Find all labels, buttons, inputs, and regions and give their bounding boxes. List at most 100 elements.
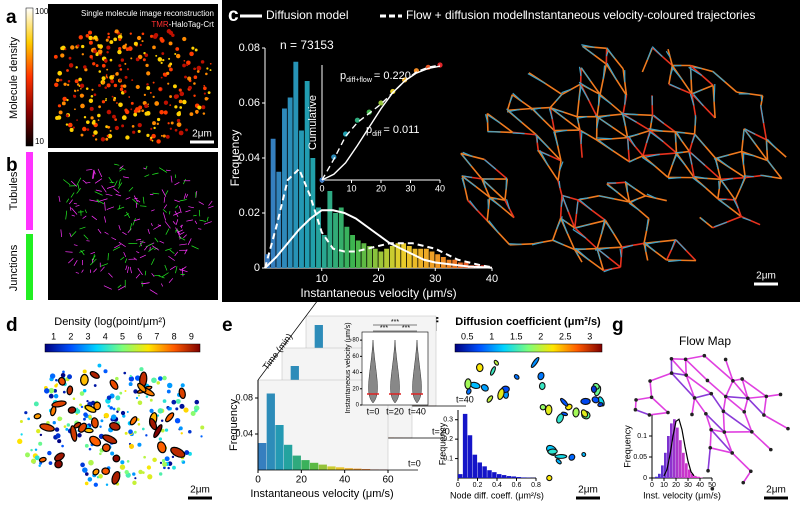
image-texture — [209, 62, 212, 65]
image-texture — [133, 41, 138, 46]
image-texture — [139, 240, 144, 247]
category-label: t=40 — [408, 406, 426, 416]
image-texture — [88, 447, 92, 451]
histogram-bar — [511, 476, 517, 478]
track-bar — [26, 234, 33, 300]
image-texture — [115, 395, 121, 401]
image-texture — [137, 423, 141, 426]
flow-node — [709, 391, 714, 396]
image-texture — [118, 178, 121, 186]
flow-node — [749, 429, 754, 434]
trajectory — [606, 62, 617, 80]
image-texture — [201, 105, 206, 110]
image-texture — [90, 251, 96, 255]
image-texture — [149, 289, 158, 295]
image-texture — [135, 396, 139, 400]
image-texture — [113, 188, 120, 194]
image-texture — [135, 238, 142, 241]
flow-node — [731, 378, 735, 383]
image-texture — [97, 363, 102, 368]
colorbar-tick-label: 4 — [103, 331, 108, 341]
image-texture — [163, 204, 168, 209]
flow-node — [723, 357, 728, 362]
flow-edge — [725, 395, 745, 413]
image-texture — [107, 404, 111, 408]
colorbar — [25, 7, 34, 147]
trajectory — [606, 184, 619, 194]
trajectory — [554, 129, 568, 133]
y-tick-label: 0.04 — [235, 428, 253, 438]
x-tick-label: 40 — [339, 475, 351, 486]
image-texture — [161, 52, 165, 55]
histogram-bar — [694, 475, 697, 478]
flow-edge — [651, 396, 669, 414]
flow-edge — [722, 410, 753, 433]
trajectory — [688, 152, 693, 165]
image-texture — [162, 134, 166, 138]
image-texture — [160, 38, 165, 43]
image-texture — [118, 285, 126, 291]
flow-node — [749, 469, 753, 474]
image-texture — [580, 409, 589, 418]
trajectory — [553, 131, 559, 146]
image-texture — [19, 420, 23, 423]
image-texture — [206, 216, 209, 222]
trajectory — [670, 239, 676, 251]
image-texture — [108, 176, 113, 184]
image-texture — [183, 234, 187, 239]
image-texture — [132, 472, 136, 476]
image-texture — [198, 209, 201, 217]
image-texture — [57, 70, 63, 76]
trajectory — [596, 94, 601, 117]
flow-node — [633, 407, 638, 412]
x-tick-label: 20 — [672, 482, 680, 489]
image-texture — [88, 40, 93, 45]
flow-edge — [724, 359, 734, 382]
image-texture — [77, 433, 82, 438]
trajectory — [606, 47, 616, 59]
flow-edge — [763, 414, 789, 430]
image-texture — [61, 101, 66, 106]
trajectory — [605, 221, 615, 235]
flow-node — [690, 412, 694, 417]
trajectory — [461, 177, 466, 189]
trajectory — [577, 116, 588, 119]
image-texture — [185, 194, 189, 198]
image-texture — [33, 413, 42, 420]
image-texture — [77, 422, 88, 433]
image-texture — [152, 121, 156, 126]
histogram-bar — [664, 452, 667, 478]
image-texture — [125, 47, 130, 51]
image-texture — [546, 474, 553, 482]
image-texture — [73, 94, 77, 98]
image-texture — [124, 390, 127, 393]
image-texture — [90, 258, 97, 266]
image-texture — [203, 86, 207, 91]
y-tick-label: 0.1 — [443, 455, 453, 462]
image-texture — [198, 228, 202, 230]
image-texture — [464, 378, 472, 390]
flow-node — [705, 378, 710, 383]
image-texture — [486, 395, 494, 403]
image-texture — [114, 163, 120, 166]
histogram-bar — [282, 108, 287, 268]
track-label: Tubules — [8, 171, 20, 210]
histogram-bar — [697, 476, 700, 478]
flow-node — [740, 377, 744, 381]
image-texture — [144, 104, 149, 108]
image-texture — [122, 231, 127, 235]
image-texture — [142, 196, 145, 204]
histogram-bar — [655, 476, 658, 478]
image-texture — [97, 119, 100, 121]
image-texture — [101, 443, 111, 453]
x-tick-label: 0.2 — [473, 482, 483, 489]
image-texture — [58, 195, 61, 203]
image-b — [48, 152, 218, 300]
image-texture — [118, 47, 122, 51]
image-texture — [126, 211, 131, 219]
image-texture — [129, 374, 132, 378]
image-texture — [139, 367, 144, 372]
histogram-bar — [506, 476, 512, 478]
image-texture — [160, 76, 163, 79]
image-texture — [53, 389, 57, 393]
